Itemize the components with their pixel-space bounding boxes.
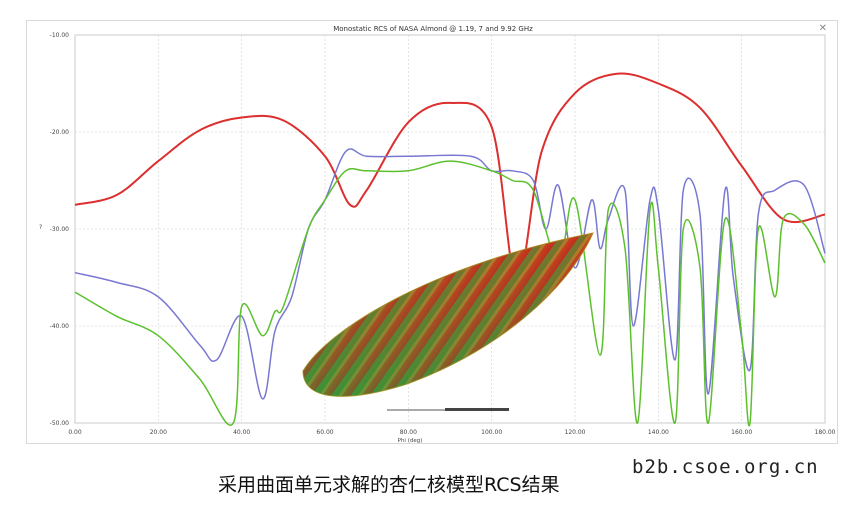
x-tick-label: 180.00	[815, 429, 836, 436]
chart-panel: 0.00 20.00 40.00 60.00 80.00 100.00 120.00 140.…	[26, 20, 838, 444]
x-tick-label: 120.00	[565, 429, 586, 436]
y-tick-label: -50.00	[50, 420, 70, 427]
x-tick-label: 140.00	[648, 429, 669, 436]
y-tick-label: -10.00	[50, 32, 70, 39]
series-line-3	[74, 160, 826, 427]
y-tick-label: -40.00	[50, 323, 70, 330]
x-tick-label: 160.00	[731, 429, 752, 436]
figure-caption: 采用曲面单元求解的杏仁核模型RCS结果	[218, 474, 560, 496]
series-line-2	[74, 148, 826, 400]
y-axis-label: ?	[39, 224, 42, 231]
x-axis-label: Phi (deg)	[398, 438, 423, 444]
x-tick-label: 80.00	[400, 429, 417, 436]
rcs-chart: 0.00 20.00 40.00 60.00 80.00 100.00 120.00 140.…	[39, 32, 836, 444]
series-line-1	[74, 72, 826, 284]
almond-model-shading	[303, 233, 593, 397]
horizontal-scrollbar[interactable]	[387, 408, 509, 411]
x-tick-label: 100.00	[481, 429, 502, 436]
x-tick-label: 40.00	[233, 429, 250, 436]
close-icon[interactable]: ✕	[818, 23, 827, 34]
watermark-text: b2b.csoe.org.cn	[632, 456, 819, 478]
almond-model-image	[302, 232, 594, 411]
x-tick-label: 60.00	[316, 429, 333, 436]
y-tick-label: -20.00	[50, 129, 70, 136]
x-tick-label: 0.00	[68, 429, 82, 436]
y-tick-label: -30.00	[50, 226, 70, 233]
chart-title: Monostatic RCS of NASA Almond @ 1.19, 7 …	[333, 25, 533, 33]
x-tick-label: 20.00	[150, 429, 167, 436]
